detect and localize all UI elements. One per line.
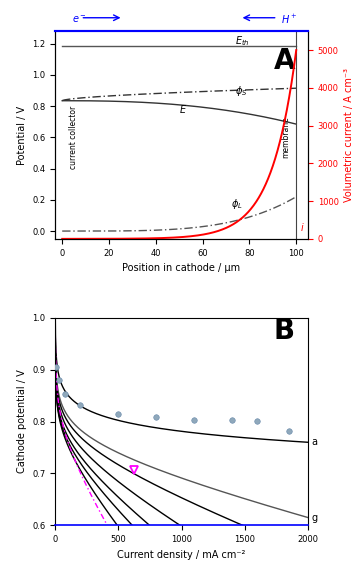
Text: $i$: $i$ xyxy=(300,221,304,233)
Text: current collector: current collector xyxy=(69,106,78,169)
Text: membrane: membrane xyxy=(281,116,290,158)
Y-axis label: Potential / V: Potential / V xyxy=(17,106,27,165)
Text: B: B xyxy=(274,316,295,345)
Text: $e^-$: $e^-$ xyxy=(72,14,87,26)
Text: $\phi_L$: $\phi_L$ xyxy=(231,197,242,211)
X-axis label: Current density / mA cm⁻²: Current density / mA cm⁻² xyxy=(117,550,246,559)
Y-axis label: Volumetric current / A cm⁻³: Volumetric current / A cm⁻³ xyxy=(344,68,354,202)
Text: $E_{th}$: $E_{th}$ xyxy=(235,34,250,48)
X-axis label: Position in cathode / μm: Position in cathode / μm xyxy=(122,263,241,273)
Text: $H^+$: $H^+$ xyxy=(281,13,298,26)
Text: $\phi_S$: $\phi_S$ xyxy=(235,85,248,98)
Y-axis label: Cathode potential / V: Cathode potential / V xyxy=(17,370,27,474)
Text: g: g xyxy=(312,512,318,523)
Text: a: a xyxy=(312,437,318,447)
Text: A: A xyxy=(274,47,295,74)
Text: $E$: $E$ xyxy=(179,103,187,115)
